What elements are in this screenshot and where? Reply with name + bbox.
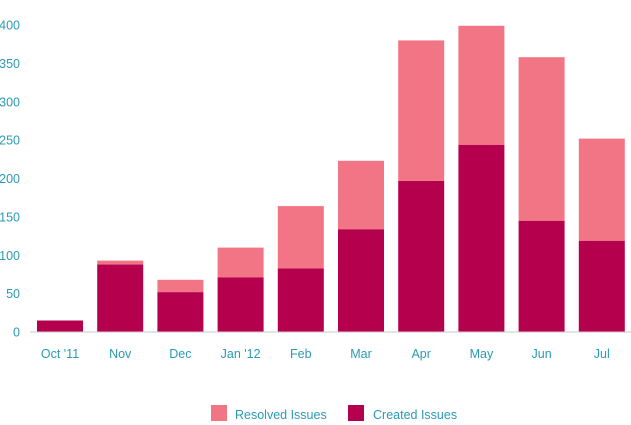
x-tick-label: Apr <box>411 347 430 361</box>
bar-resolved-issues <box>277 206 324 269</box>
bars <box>37 25 625 332</box>
y-tick-label: 100 <box>0 249 20 263</box>
y-tick-label: 250 <box>0 134 20 148</box>
legend-label-created: Created Issues <box>373 408 457 422</box>
legend: Resolved Issues Created Issues <box>211 405 457 422</box>
y-tick-label: 400 <box>0 19 20 33</box>
legend-swatch-resolved <box>211 405 227 421</box>
x-axis-ticks: Oct '11 Nov Dec Jan '12 Feb Mar Apr May Jun Jul <box>41 347 610 361</box>
x-tick-label: May <box>470 347 494 361</box>
x-tick-label: Jul <box>594 347 610 361</box>
x-tick-label: Mar <box>350 347 372 361</box>
y-axis-ticks: 0 50 100 150 200 250 300 350 400 <box>0 19 20 340</box>
y-tick-label: 0 <box>13 326 20 340</box>
x-tick-label: Jun <box>532 347 552 361</box>
bar-created-issues <box>157 292 204 332</box>
bar-resolved-issues <box>578 138 625 241</box>
y-tick-label: 50 <box>6 287 20 301</box>
bar-created-issues <box>578 240 625 332</box>
bar-created-issues <box>37 320 83 332</box>
bar-resolved-issues <box>518 57 565 221</box>
bar-created-issues <box>338 229 384 332</box>
y-tick-label: 350 <box>0 57 20 71</box>
bar-resolved-issues <box>97 260 144 265</box>
legend-swatch-created <box>348 405 364 421</box>
x-tick-label: Dec <box>169 347 191 361</box>
x-tick-label: Oct '11 <box>41 347 79 361</box>
bar-created-issues <box>398 180 445 332</box>
y-tick-label: 300 <box>0 95 20 109</box>
x-tick-label: Feb <box>290 347 312 361</box>
y-tick-label: 200 <box>0 172 20 186</box>
bar-created-issues <box>518 220 565 332</box>
legend-label-resolved: Resolved Issues <box>235 408 327 422</box>
bar-created-issues <box>97 264 144 332</box>
bar-created-issues <box>217 277 264 332</box>
bar-resolved-issues <box>157 279 204 293</box>
bar-resolved-issues <box>398 40 445 181</box>
x-tick-label: Nov <box>109 347 132 361</box>
bar-resolved-issues <box>217 247 264 278</box>
bar-resolved-issues <box>338 160 384 230</box>
bar-created-issues <box>458 144 505 332</box>
bar-resolved-issues <box>458 25 505 145</box>
bar-created-issues <box>277 268 324 332</box>
x-tick-label: Jan '12 <box>221 347 261 361</box>
y-tick-label: 150 <box>0 210 20 224</box>
